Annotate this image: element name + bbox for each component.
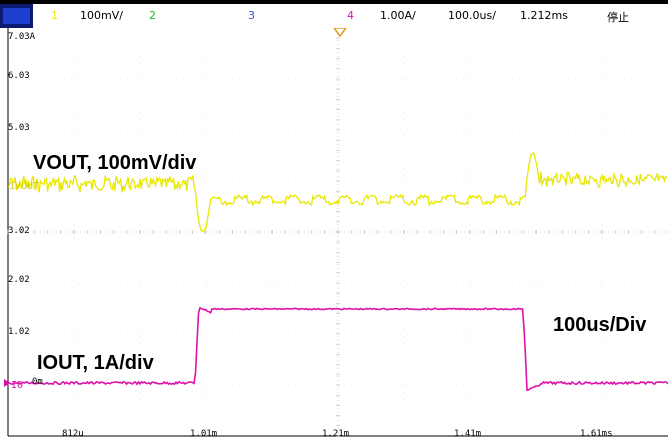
x-label: 1.21m bbox=[322, 429, 349, 439]
vout-channel-marker: 1VOUT bbox=[9, 181, 39, 192]
ch4-number[interactable]: 4 bbox=[347, 9, 354, 22]
y-label: 2.02 bbox=[8, 275, 30, 285]
x-label: 812u bbox=[62, 429, 84, 439]
y-label-top: 7.03A bbox=[8, 32, 36, 42]
iout-trace bbox=[7, 306, 668, 391]
acquisition-stop-icon[interactable] bbox=[0, 4, 33, 28]
timebase-annotation: 100us/Div bbox=[553, 314, 647, 336]
channel-markers: 1VOUT IO bbox=[4, 28, 347, 391]
ch2-number[interactable]: 2 bbox=[149, 9, 156, 22]
x-label: 1.41m bbox=[454, 429, 481, 439]
x-label: 1.61ms bbox=[580, 429, 613, 439]
y-label-zero: 0m bbox=[32, 377, 43, 387]
traces bbox=[7, 151, 668, 391]
x-label: 1.01m bbox=[190, 429, 217, 439]
oscilloscope-status-bar: 1 100mV/ 2 3 4 1.00A/ 100.0us/ 1.212ms 停… bbox=[0, 0, 668, 28]
top-border bbox=[0, 0, 668, 4]
iout-annotation: IOUT, 1A/div bbox=[37, 352, 154, 374]
timebase: 100.0us/ bbox=[448, 9, 496, 22]
waveform-display: 7.03A 6.03 5.03 3.02 2.02 1.02 0m 812u 1… bbox=[4, 28, 668, 439]
y-label: 1.02 bbox=[8, 327, 30, 337]
y-label: 6.03 bbox=[8, 71, 30, 81]
y-label: 5.03 bbox=[8, 123, 30, 133]
vout-trace bbox=[7, 151, 668, 234]
ch4-scale: 1.00A/ bbox=[380, 9, 416, 22]
ch3-number[interactable]: 3 bbox=[248, 9, 255, 22]
run-state: 停止 bbox=[607, 11, 629, 24]
trigger-position-marker-icon[interactable] bbox=[333, 28, 347, 38]
graticule bbox=[7, 28, 668, 437]
vout-annotation: VOUT, 100mV/div bbox=[33, 152, 197, 174]
iout-channel-marker: IO bbox=[11, 380, 23, 391]
scale-labels: 7.03A 6.03 5.03 3.02 2.02 1.02 0m 812u 1… bbox=[8, 32, 613, 439]
trigger-position: 1.212ms bbox=[520, 9, 568, 22]
iout-ground-marker-icon bbox=[4, 379, 10, 387]
ch1-number[interactable]: 1 bbox=[51, 9, 58, 22]
y-label: 3.02 bbox=[8, 226, 30, 236]
ch1-scale: 100mV/ bbox=[80, 9, 123, 22]
